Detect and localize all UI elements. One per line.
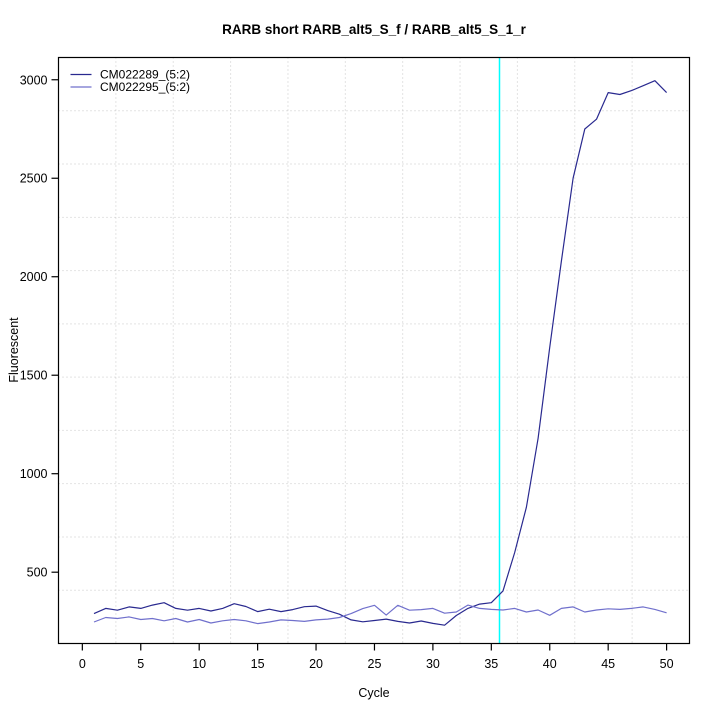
x-tick-label: 45 bbox=[601, 657, 615, 671]
series-line-CM022289 bbox=[93, 80, 668, 626]
x-tick-label: 25 bbox=[368, 657, 382, 671]
legend-label-series2: CM022295_(5:2) bbox=[100, 80, 190, 94]
y-tick-label: 500 bbox=[27, 566, 48, 580]
x-tick-label: 10 bbox=[192, 657, 206, 671]
x-tick-label: 40 bbox=[543, 657, 557, 671]
chart-title: RARB short RARB_alt5_S_f / RARB_alt5_S_1… bbox=[222, 22, 527, 37]
y-tick-label: 2500 bbox=[20, 172, 48, 186]
series-layer bbox=[93, 80, 668, 626]
axis-tick-layer: 0 5 10 15 20 25 30 35 40 45 50 500 1000 1500 2000 2500 3… bbox=[20, 73, 674, 671]
y-tick-label: 3000 bbox=[20, 73, 48, 87]
legend: CM022289_(5:2) CM022295_(5:2) bbox=[70, 68, 190, 94]
series-line-CM022295 bbox=[93, 604, 667, 625]
y-tick-label: 1000 bbox=[20, 467, 48, 481]
x-tick-label: 0 bbox=[79, 657, 86, 671]
y-tick-label: 2000 bbox=[20, 270, 48, 284]
plot-frame-layer bbox=[57, 56, 691, 645]
x-axis-label: Cycle bbox=[358, 686, 389, 700]
grid-layer bbox=[58, 57, 690, 644]
x-tick-label: 20 bbox=[309, 657, 323, 671]
x-tick-label: 35 bbox=[484, 657, 498, 671]
x-tick-label: 15 bbox=[251, 657, 265, 671]
legend-label-series1: CM022289_(5:2) bbox=[100, 68, 190, 82]
x-tick-label: 30 bbox=[426, 657, 440, 671]
plot-border bbox=[57, 56, 691, 645]
y-tick-label: 1500 bbox=[20, 369, 48, 383]
x-tick-label: 5 bbox=[137, 657, 144, 671]
x-tick-label: 50 bbox=[660, 657, 674, 671]
y-axis-label: Fluorescent bbox=[7, 317, 21, 383]
